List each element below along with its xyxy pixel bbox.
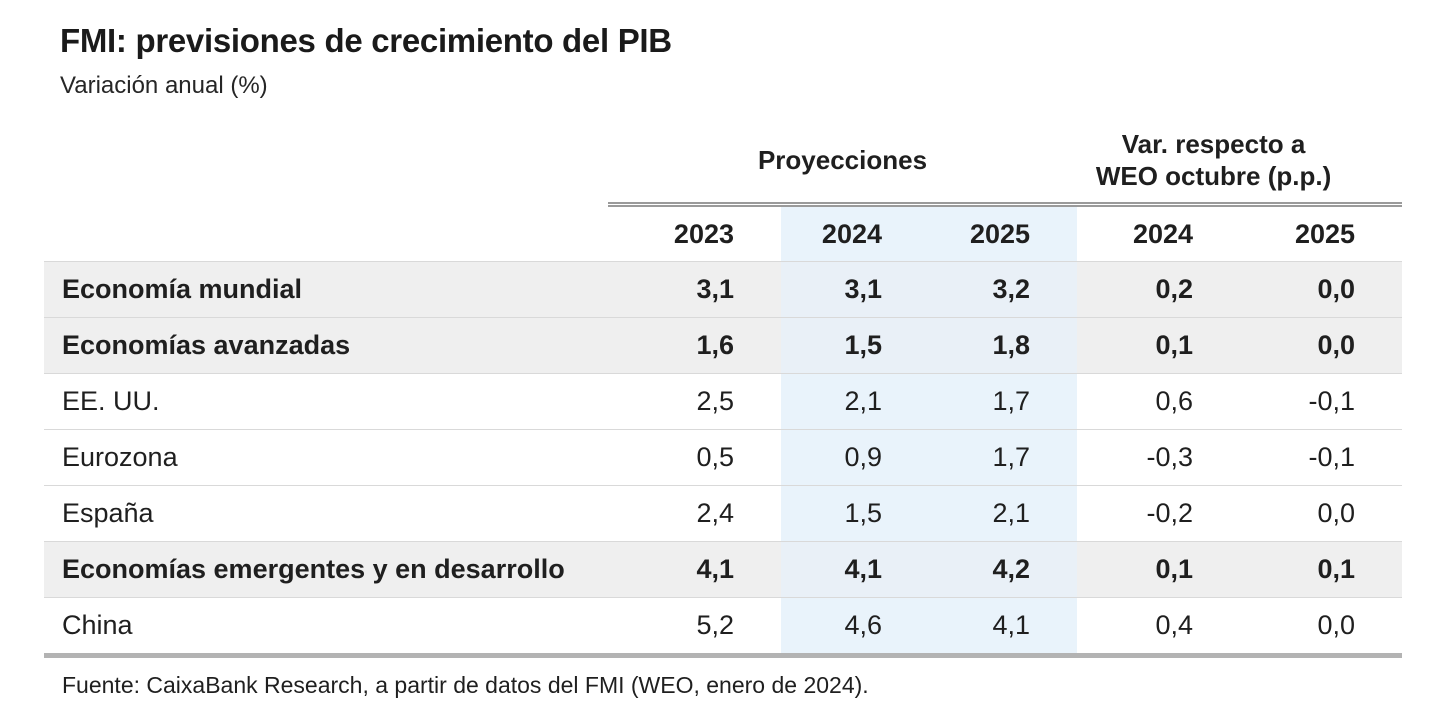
- cell-value: -0,2: [1077, 485, 1241, 542]
- cell-value: 0,0: [1240, 485, 1403, 542]
- cell-value: 1,8: [929, 317, 1078, 374]
- table-row-economia-mundial: Economía mundial 3,1 3,1 3,2 0,2 0,0: [44, 261, 1403, 318]
- group-header-projections: Proyecciones: [608, 118, 1078, 207]
- table-row-espana: España 2,4 1,5 2,1 -0,2 0,0: [44, 485, 1403, 542]
- page-subtitle: Variación anual (%): [60, 72, 268, 99]
- row-label: China: [44, 597, 608, 658]
- cell-value: 0,0: [1240, 597, 1403, 658]
- table-row-ee-uu: EE. UU. 2,5 2,1 1,7 0,6 -0,1: [44, 373, 1403, 430]
- page-title: FMI: previsiones de crecimiento del PIB: [60, 22, 672, 59]
- row-label: EE. UU.: [44, 373, 608, 430]
- cell-value: -0,1: [1240, 429, 1403, 486]
- table-row-eurozona: Eurozona 0,5 0,9 1,7 -0,3 -0,1: [44, 429, 1403, 486]
- cell-value: 0,4: [1077, 597, 1241, 658]
- cell-value: -0,3: [1077, 429, 1241, 486]
- cell-value: 4,2: [929, 541, 1078, 598]
- cell-value: 0,6: [1077, 373, 1241, 430]
- cell-value: 1,5: [781, 317, 929, 374]
- cell-value: 0,1: [1077, 541, 1241, 598]
- cell-value: 1,7: [929, 373, 1078, 430]
- cell-value: 2,1: [929, 485, 1078, 542]
- cell-value: 1,7: [929, 429, 1078, 486]
- col-header-2024: 2024: [781, 204, 929, 262]
- row-label: Economías emergentes y en desarrollo: [44, 541, 608, 598]
- cell-value: 1,5: [781, 485, 929, 542]
- table-row-economias-avanzadas: Economías avanzadas 1,6 1,5 1,8 0,1 0,0: [44, 317, 1403, 374]
- col-header-2023: 2023: [608, 204, 781, 262]
- group-header-spacer: [44, 118, 608, 205]
- forecast-table: Proyecciones Var. respecto a WEO octubre…: [44, 118, 1403, 658]
- row-label: Economía mundial: [44, 261, 608, 318]
- cell-value: 0,1: [1077, 317, 1241, 374]
- group-header-variation: Var. respecto a WEO octubre (p.p.): [1077, 118, 1403, 207]
- cell-value: 0,0: [1240, 317, 1403, 374]
- cell-value: 1,6: [608, 317, 781, 374]
- cell-value: 3,1: [781, 261, 929, 318]
- cell-value: 0,1: [1240, 541, 1403, 598]
- cell-value: 4,1: [608, 541, 781, 598]
- col-header-2025: 2025: [929, 204, 1078, 262]
- cell-value: 2,1: [781, 373, 929, 430]
- source-note: Fuente: CaixaBank Research, a partir de …: [62, 672, 869, 698]
- row-label: Economías avanzadas: [44, 317, 608, 374]
- group-header-variation-line1: Var. respecto a: [1121, 129, 1306, 159]
- col-header-var-2024: 2024: [1077, 204, 1241, 262]
- year-header-row: 2023 2024 2025 2024 2025: [44, 204, 1403, 262]
- table-row-economias-emergentes: Economías emergentes y en desarrollo 4,1…: [44, 541, 1403, 598]
- row-label: Eurozona: [44, 429, 608, 486]
- table-row-china: China 5,2 4,6 4,1 0,4 0,0: [44, 597, 1403, 658]
- cell-value: 3,2: [929, 261, 1078, 318]
- group-header-row: Proyecciones Var. respecto a WEO octubre…: [44, 118, 1403, 207]
- cell-value: 4,6: [781, 597, 929, 658]
- cell-value: 3,1: [608, 261, 781, 318]
- col-header-var-2025: 2025: [1240, 204, 1403, 262]
- cell-value: 0,5: [608, 429, 781, 486]
- cell-value: 4,1: [781, 541, 929, 598]
- cell-value: -0,1: [1240, 373, 1403, 430]
- cell-value: 0,9: [781, 429, 929, 486]
- cell-value: 5,2: [608, 597, 781, 658]
- year-header-spacer: [44, 204, 608, 262]
- group-header-variation-line2: WEO octubre (p.p.): [1095, 161, 1332, 191]
- cell-value: 0,0: [1240, 261, 1403, 318]
- row-label: España: [44, 485, 608, 542]
- cell-value: 2,4: [608, 485, 781, 542]
- cell-value: 4,1: [929, 597, 1078, 658]
- cell-value: 2,5: [608, 373, 781, 430]
- cell-value: 0,2: [1077, 261, 1241, 318]
